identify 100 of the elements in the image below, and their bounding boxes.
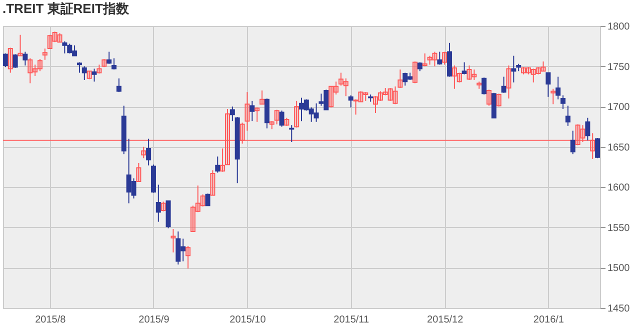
- candlestick: [195, 185, 200, 213]
- candlestick: [102, 58, 107, 68]
- x-tick-label: 2015/8: [35, 314, 66, 325]
- candlestick: [86, 70, 92, 80]
- y-tick-label: 1800: [608, 22, 630, 32]
- candlestick: [96, 64, 102, 74]
- candlestick: [536, 66, 541, 75]
- x-tick-label: 2015/12: [427, 314, 464, 325]
- candlestick: [328, 86, 334, 108]
- candlestick: [482, 77, 487, 95]
- candlestick: [112, 58, 117, 70]
- candlestick: [170, 228, 176, 253]
- candlestick: [116, 78, 122, 93]
- candlestick: [284, 117, 290, 126]
- candlestick: [186, 245, 191, 270]
- candlestick: [250, 100, 255, 122]
- candlestick: [274, 109, 280, 125]
- candlestick: [260, 90, 265, 105]
- candlestick: [2, 52, 8, 68]
- candlestick: [160, 201, 166, 212]
- x-tick-label: 2016/1: [533, 314, 564, 325]
- candlestick: [264, 98, 270, 129]
- candlestick: [466, 64, 472, 80]
- candlestick: [343, 78, 348, 97]
- candlestick: [496, 93, 502, 108]
- candlestick: [456, 72, 462, 83]
- candlestick: [506, 64, 512, 100]
- candlestick: [486, 89, 492, 106]
- candlestick: [472, 69, 477, 80]
- candlestick: [32, 64, 38, 76]
- candlestick: [230, 106, 235, 122]
- candlestick: [358, 90, 364, 102]
- candlestick: [570, 130, 576, 155]
- candlestick: [526, 66, 531, 75]
- candlestick: [388, 88, 393, 102]
- candlestick: [57, 32, 62, 43]
- candlestick: [530, 68, 536, 83]
- candlestick: [398, 69, 403, 89]
- y-tick-label: 1750: [608, 62, 630, 73]
- candlestick: [18, 34, 23, 56]
- candlestick: [334, 81, 339, 95]
- candlestick: [146, 138, 152, 166]
- candlestick: [215, 156, 220, 174]
- candlestick: [437, 51, 442, 66]
- candlestick: [373, 96, 378, 114]
- candlestick: [556, 76, 561, 100]
- candlestick: [353, 98, 358, 116]
- x-tick-label: 2015/9: [138, 314, 170, 325]
- y-tick-label: 1650: [608, 142, 630, 154]
- candlestick: [294, 100, 300, 128]
- candlestick: [595, 137, 600, 159]
- candlestick: [412, 60, 418, 84]
- candlestick: [462, 62, 467, 75]
- candlestick: [190, 205, 196, 232]
- candlestick: [47, 34, 52, 50]
- candlestick: [205, 193, 210, 206]
- candlestick: [338, 72, 344, 86]
- candlestick: [12, 54, 18, 68]
- candlestick: [28, 58, 33, 84]
- candlestick: [348, 94, 354, 108]
- y-tick-label: 1700: [608, 102, 630, 114]
- candlestick: [22, 51, 28, 66]
- candlestick: [422, 52, 428, 67]
- candlestick: [92, 68, 97, 82]
- candlestick: [200, 194, 206, 207]
- candlestick: [392, 86, 398, 105]
- candlestick: [220, 148, 226, 172]
- candlestick: [550, 88, 556, 105]
- candlestick: [546, 72, 551, 98]
- candlestick: [244, 92, 250, 132]
- candlestick: [560, 94, 566, 110]
- candlestick: [156, 184, 161, 222]
- y-tick-label: 1600: [608, 182, 630, 194]
- candlestick: [382, 88, 388, 96]
- candlestick: [82, 66, 87, 80]
- candlestick: [52, 31, 58, 43]
- candlestick: [565, 105, 570, 126]
- candlestick: [8, 47, 13, 74]
- y-tick-label: 1550: [608, 222, 630, 234]
- candlestick: [585, 117, 590, 141]
- candlestick: [452, 64, 457, 90]
- candlestick: [42, 48, 48, 60]
- candlestick: [442, 51, 448, 66]
- candlestick: [38, 58, 43, 72]
- candlestick: [106, 51, 112, 64]
- candlestick: [363, 92, 368, 102]
- candlestick: [427, 55, 432, 66]
- candlestick: [210, 170, 216, 196]
- candlestick: [378, 90, 383, 102]
- candlestick: [279, 110, 284, 128]
- candlestick: [269, 120, 274, 130]
- candlestick: [476, 81, 482, 90]
- candlestick: [521, 66, 526, 75]
- candlestick: [141, 146, 146, 159]
- chart-title: .TREIT 東証REIT指数: [2, 1, 130, 16]
- candlestick: [540, 60, 546, 72]
- candlestick: [289, 124, 294, 143]
- x-tick-label: 2015/10: [230, 314, 266, 325]
- candlestick: [511, 55, 516, 83]
- candlestick: [136, 162, 142, 182]
